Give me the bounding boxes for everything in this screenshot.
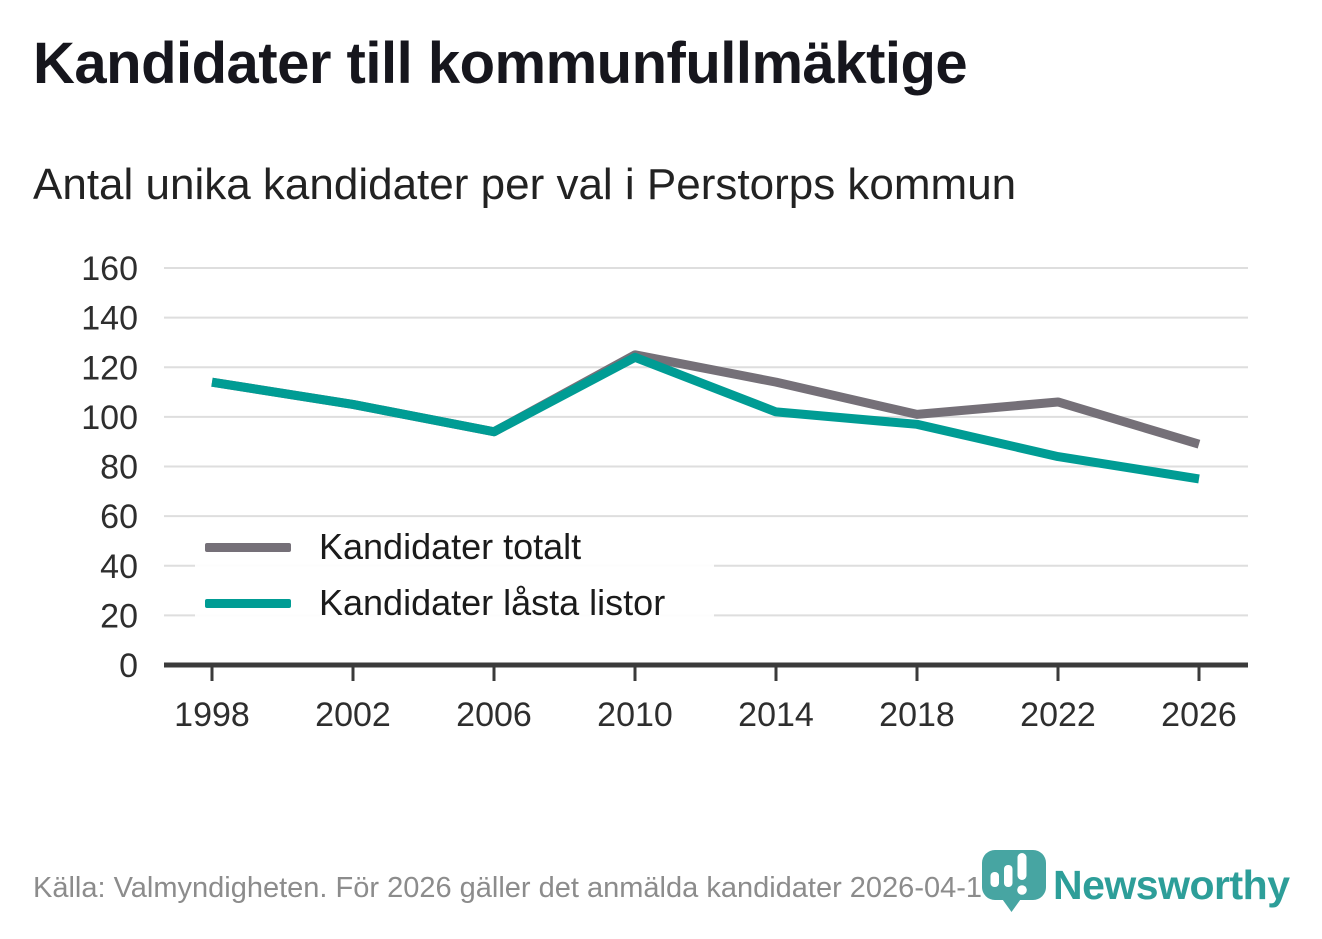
newsworthy-pin-icon	[982, 850, 1046, 912]
legend-item-totalt: Kandidater totalt	[205, 526, 582, 567]
y-tick-label: 0	[119, 647, 138, 685]
source-note: Källa: Valmyndigheten. För 2026 gäller d…	[33, 872, 1007, 904]
x-tick-label: 2018	[879, 696, 955, 734]
x-tick-label: 2010	[597, 696, 673, 734]
legend-label-lasta-listor: Kandidater låsta listor	[319, 582, 666, 623]
y-tick-label: 20	[100, 597, 138, 635]
chart-title: Kandidater till kommunfullmäktige	[33, 31, 968, 96]
legend-swatch-totalt	[205, 542, 291, 552]
newsworthy-logo[interactable]: Newsworthy	[980, 846, 1310, 926]
y-tick-label: 80	[100, 449, 138, 487]
chart-subtitle: Antal unika kandidater per val i Perstor…	[33, 160, 1017, 209]
line-chart: 0 20 40 60 80 100 120 140 160 1998 2002 2006 2010 201…	[81, 250, 1248, 734]
x-tick-label: 2022	[1020, 696, 1096, 734]
x-tick-label: 2026	[1161, 696, 1237, 734]
x-tick-label: 2006	[456, 696, 532, 734]
x-tick-label: 2002	[315, 696, 391, 734]
y-tick-label: 60	[100, 498, 138, 536]
x-tick-label: 1998	[174, 696, 250, 734]
y-tick-label: 160	[81, 250, 138, 288]
series-line-lasta-listor	[211, 352, 1200, 484]
legend-label-totalt: Kandidater totalt	[319, 526, 582, 567]
legend-item-lasta-listor: Kandidater låsta listor	[205, 582, 666, 623]
legend-swatch-lasta-listor	[205, 598, 291, 608]
newsworthy-wordmark: Newsworthy	[1053, 862, 1290, 908]
x-tick-label: 2014	[738, 696, 814, 734]
chart-legend: Kandidater totalt Kandidater låsta listo…	[195, 519, 714, 634]
y-tick-label: 140	[81, 300, 138, 338]
y-tick-label: 40	[100, 548, 138, 586]
y-tick-label: 100	[81, 399, 138, 437]
y-tick-label: 120	[81, 349, 138, 387]
